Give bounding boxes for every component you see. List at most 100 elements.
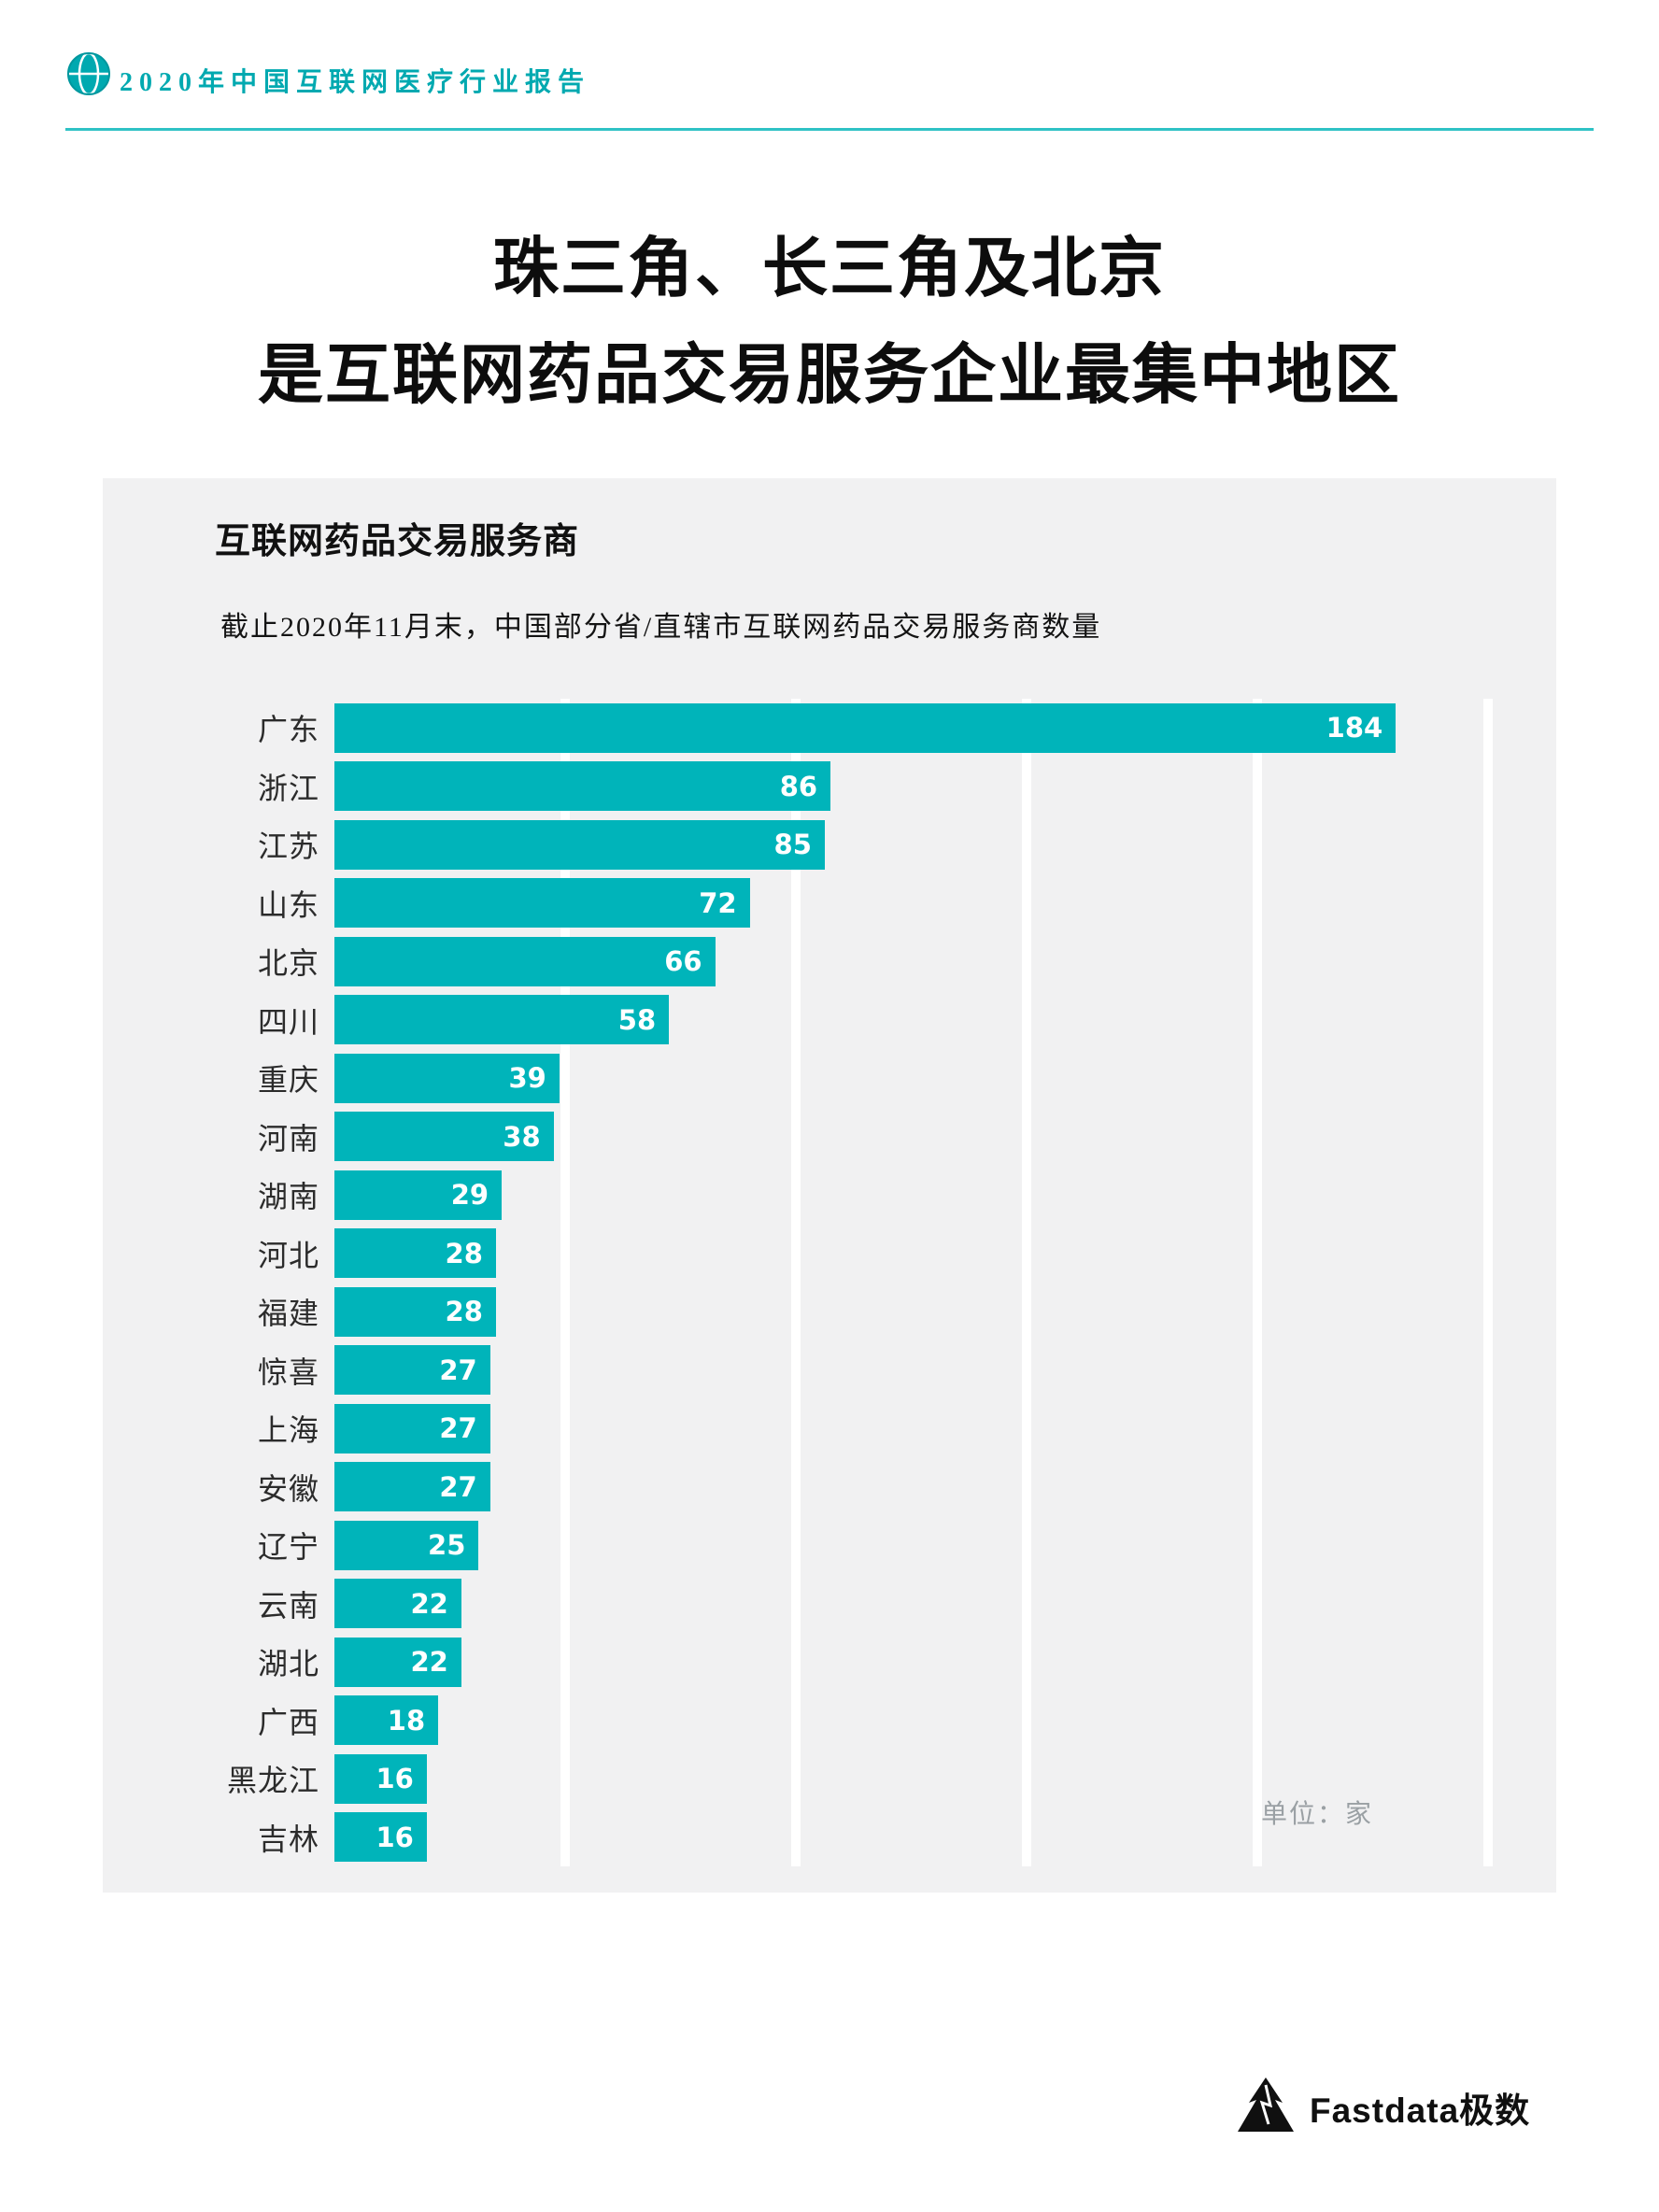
bar-row: 重庆 39	[103, 1049, 1504, 1108]
bar: 58	[334, 995, 670, 1045]
gridline	[791, 699, 801, 1866]
bar-row: 安徽 27	[103, 1458, 1504, 1517]
bar-row: 黑龙江 16	[103, 1750, 1504, 1808]
header-divider	[65, 128, 1594, 131]
bar-value-label: 72	[699, 886, 737, 919]
bar: 16	[334, 1812, 427, 1863]
bar-value-label: 39	[508, 1062, 546, 1095]
bar-rows: 广东 184 浙江 86 江苏 85 山东 72 北京 66 四川 58 重庆 39 河南 38 湖南 29 河北 2…	[103, 699, 1504, 1866]
bar-value-label: 28	[445, 1237, 483, 1269]
bar: 39	[334, 1053, 560, 1103]
bar-row: 湖南 29	[103, 1166, 1504, 1225]
category-label: 辽宁	[257, 1530, 319, 1565]
bar-row: 山东 72	[103, 874, 1504, 933]
bar-value-label: 18	[387, 1704, 426, 1737]
bar: 16	[334, 1753, 427, 1804]
bar-track: 184	[334, 702, 1488, 753]
bar-value-label: 38	[503, 1120, 541, 1153]
bar: 28	[334, 1286, 496, 1337]
bar: 184	[334, 702, 1397, 753]
category-label: 重庆	[257, 1063, 319, 1098]
bar-track: 72	[334, 878, 1488, 929]
category-label: 上海	[257, 1413, 319, 1448]
bar-track: 22	[334, 1637, 1488, 1687]
bar: 22	[334, 1579, 461, 1629]
bar-track: 28	[334, 1286, 1488, 1337]
category-label: 山东	[257, 887, 319, 922]
gridline	[1253, 699, 1262, 1866]
bar-track: 27	[334, 1345, 1488, 1396]
bar-value-label: 22	[410, 1587, 448, 1620]
bar-track: 29	[334, 1170, 1488, 1220]
bar-value-label: 16	[376, 1821, 414, 1853]
category-label: 河南	[257, 1121, 319, 1156]
bar: 66	[334, 936, 716, 986]
bar-row: 辽宁 25	[103, 1516, 1504, 1575]
bar-value-label: 16	[376, 1763, 414, 1795]
card-heading: 互联网药品交易服务商	[215, 522, 580, 561]
bar-row: 河南 38	[103, 1108, 1504, 1167]
bar-value-label: 29	[450, 1179, 489, 1212]
bar: 29	[334, 1170, 503, 1220]
bar-track: 27	[334, 1462, 1488, 1512]
category-label: 湖南	[257, 1180, 319, 1214]
bar-track: 16	[334, 1753, 1488, 1804]
bar-row: 吉林 16	[103, 1808, 1504, 1867]
bar: 28	[334, 1228, 496, 1279]
bar-row: 江苏 85	[103, 815, 1504, 874]
bar: 27	[334, 1462, 490, 1512]
bar-track: 28	[334, 1228, 1488, 1279]
bar-row: 四川 58	[103, 991, 1504, 1050]
fastdata-logo-icon	[1235, 2076, 1297, 2138]
bar-track: 58	[334, 995, 1488, 1045]
bar-row: 湖北 22	[103, 1633, 1504, 1692]
bar-row: 广西 18	[103, 1692, 1504, 1751]
bar: 27	[334, 1345, 490, 1396]
category-label: 浙江	[257, 771, 319, 805]
bar-value-label: 27	[439, 1412, 477, 1445]
category-label: 广西	[257, 1705, 319, 1739]
category-label: 吉林	[257, 1822, 319, 1856]
gridline	[560, 699, 570, 1866]
bar: 38	[334, 1112, 554, 1162]
category-label: 北京	[257, 946, 319, 981]
bar-row: 浙江 86	[103, 758, 1504, 816]
page-title: 珠三角、长三角及北京 是互联网药品交易服务企业最集中地区	[0, 215, 1659, 428]
bar: 22	[334, 1637, 461, 1687]
bar: 85	[334, 819, 825, 870]
bar-value-label: 27	[439, 1354, 477, 1386]
gridline	[1483, 699, 1493, 1866]
bar-value-label: 85	[773, 829, 812, 861]
category-label: 黑龙江	[226, 1764, 319, 1798]
bar-track: 39	[334, 1053, 1488, 1103]
bar-track: 38	[334, 1112, 1488, 1162]
gridline	[1022, 699, 1031, 1866]
bar-row: 河北 28	[103, 1225, 1504, 1283]
bar-value-label: 28	[445, 1296, 483, 1328]
bar-row: 上海 27	[103, 1399, 1504, 1458]
bar: 18	[334, 1695, 439, 1746]
chart-card: 互联网药品交易服务商 截止2020年11月末，中国部分省/直辖市互联网药品交易服…	[103, 478, 1556, 1893]
bar-track: 27	[334, 1403, 1488, 1453]
bar-row: 惊喜 27	[103, 1341, 1504, 1400]
globe-icon	[65, 50, 112, 97]
page-footer: Fastdata极数	[1235, 2076, 1530, 2138]
bar-value-label: 184	[1326, 712, 1383, 744]
bar: 27	[334, 1403, 490, 1453]
category-label: 湖北	[257, 1647, 319, 1681]
bar-row: 云南 22	[103, 1575, 1504, 1634]
bar-track: 16	[334, 1812, 1488, 1863]
category-label: 四川	[257, 1004, 319, 1039]
bar-value-label: 25	[428, 1529, 466, 1562]
bar-track: 18	[334, 1695, 1488, 1746]
bar-chart: 广东 184 浙江 86 江苏 85 山东 72 北京 66 四川 58 重庆 39 河南 38 湖南 29 河北 2…	[103, 699, 1504, 1866]
category-label: 河北	[257, 1238, 319, 1272]
category-label: 云南	[257, 1588, 319, 1623]
bar-value-label: 58	[617, 1003, 657, 1036]
category-label: 江苏	[257, 830, 319, 864]
bar-row: 北京 66	[103, 932, 1504, 991]
bar-track: 22	[334, 1579, 1488, 1629]
bar-track: 66	[334, 936, 1488, 986]
bar-track: 86	[334, 761, 1488, 812]
gridlines	[334, 699, 1493, 1866]
